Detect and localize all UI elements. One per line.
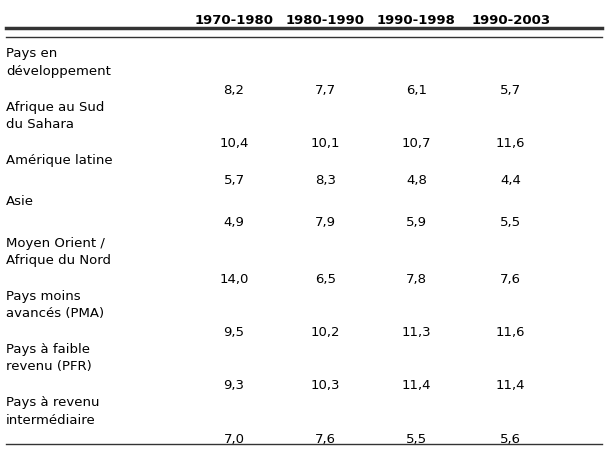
Text: Pays moins: Pays moins: [6, 290, 81, 302]
Text: 11,3: 11,3: [402, 325, 431, 338]
Text: 5,7: 5,7: [500, 83, 521, 97]
Text: Pays à faible: Pays à faible: [6, 342, 90, 355]
Text: Amérique latine: Amérique latine: [6, 154, 112, 166]
Text: 1990-2003: 1990-2003: [471, 14, 550, 27]
Text: 7,9: 7,9: [315, 216, 336, 228]
Text: Moyen Orient /: Moyen Orient /: [6, 236, 105, 249]
Text: Pays en: Pays en: [6, 47, 57, 60]
Text: 1970-1980: 1970-1980: [195, 14, 274, 27]
Text: 6,5: 6,5: [315, 272, 336, 285]
Text: Asie: Asie: [6, 195, 34, 208]
Text: 10,4: 10,4: [219, 137, 249, 149]
Text: 11,6: 11,6: [496, 137, 525, 149]
Text: 5,5: 5,5: [406, 432, 427, 445]
Text: développement: développement: [6, 64, 111, 78]
Text: 11,4: 11,4: [402, 378, 431, 391]
Text: 10,7: 10,7: [402, 137, 431, 149]
Text: 7,0: 7,0: [224, 432, 244, 445]
Text: avancés (PMA): avancés (PMA): [6, 307, 104, 319]
Text: 10,3: 10,3: [311, 378, 340, 391]
Text: 7,6: 7,6: [500, 272, 521, 285]
Text: 5,5: 5,5: [500, 216, 521, 228]
Text: 4,4: 4,4: [500, 174, 521, 187]
Text: 1990-1998: 1990-1998: [377, 14, 456, 27]
Text: 5,9: 5,9: [406, 216, 427, 228]
Text: 1980-1990: 1980-1990: [286, 14, 365, 27]
Text: 9,3: 9,3: [224, 378, 244, 391]
Text: 4,9: 4,9: [224, 216, 244, 228]
Text: 14,0: 14,0: [219, 272, 249, 285]
Text: 11,6: 11,6: [496, 325, 525, 338]
Text: Pays à revenu: Pays à revenu: [6, 396, 100, 409]
Text: 5,7: 5,7: [224, 174, 244, 187]
Text: 11,4: 11,4: [496, 378, 525, 391]
Text: revenu (PFR): revenu (PFR): [6, 359, 92, 373]
Text: Afrique du Nord: Afrique du Nord: [6, 253, 111, 267]
Text: 8,2: 8,2: [224, 83, 244, 97]
Text: Afrique au Sud: Afrique au Sud: [6, 101, 105, 114]
Text: 10,2: 10,2: [311, 325, 340, 338]
Text: du Sahara: du Sahara: [6, 118, 74, 131]
Text: 5,6: 5,6: [500, 432, 521, 445]
Text: 10,1: 10,1: [311, 137, 340, 149]
Text: 6,1: 6,1: [406, 83, 427, 97]
Text: 7,7: 7,7: [315, 83, 336, 97]
Text: intermédiaire: intermédiaire: [6, 413, 96, 426]
Text: 8,3: 8,3: [315, 174, 336, 187]
Text: 9,5: 9,5: [224, 325, 244, 338]
Text: 4,8: 4,8: [406, 174, 427, 187]
Text: 7,6: 7,6: [315, 432, 336, 445]
Text: 7,8: 7,8: [406, 272, 427, 285]
